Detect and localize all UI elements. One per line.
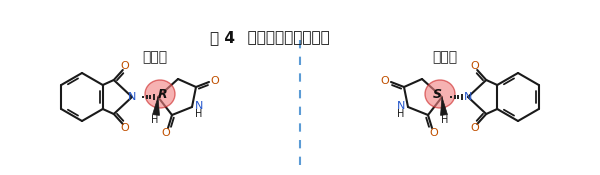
- Text: O: O: [471, 61, 479, 71]
- Text: N: N: [195, 101, 203, 111]
- Text: R: R: [158, 88, 168, 100]
- Polygon shape: [152, 97, 160, 115]
- Text: N: N: [128, 92, 136, 102]
- Text: O: O: [430, 128, 439, 138]
- Text: O: O: [380, 76, 389, 86]
- Text: O: O: [161, 128, 170, 138]
- Text: 图 4: 图 4: [210, 30, 235, 46]
- Ellipse shape: [145, 80, 175, 108]
- Text: O: O: [471, 123, 479, 133]
- Text: H: H: [397, 109, 404, 119]
- Text: N: N: [397, 101, 405, 111]
- Polygon shape: [440, 97, 448, 115]
- Text: O: O: [121, 61, 129, 71]
- Text: 镇定剂: 镇定剂: [142, 50, 167, 64]
- Text: N: N: [464, 92, 472, 102]
- Text: 沙利度胺的分子结构: 沙利度胺的分子结构: [233, 30, 330, 46]
- Text: H: H: [196, 109, 203, 119]
- Text: H: H: [151, 115, 158, 125]
- Text: O: O: [211, 76, 220, 86]
- Text: S: S: [433, 88, 442, 100]
- Ellipse shape: [425, 80, 455, 108]
- Text: H: H: [442, 115, 449, 125]
- Text: O: O: [121, 123, 129, 133]
- Text: 致畸剂: 致畸剂: [433, 50, 458, 64]
